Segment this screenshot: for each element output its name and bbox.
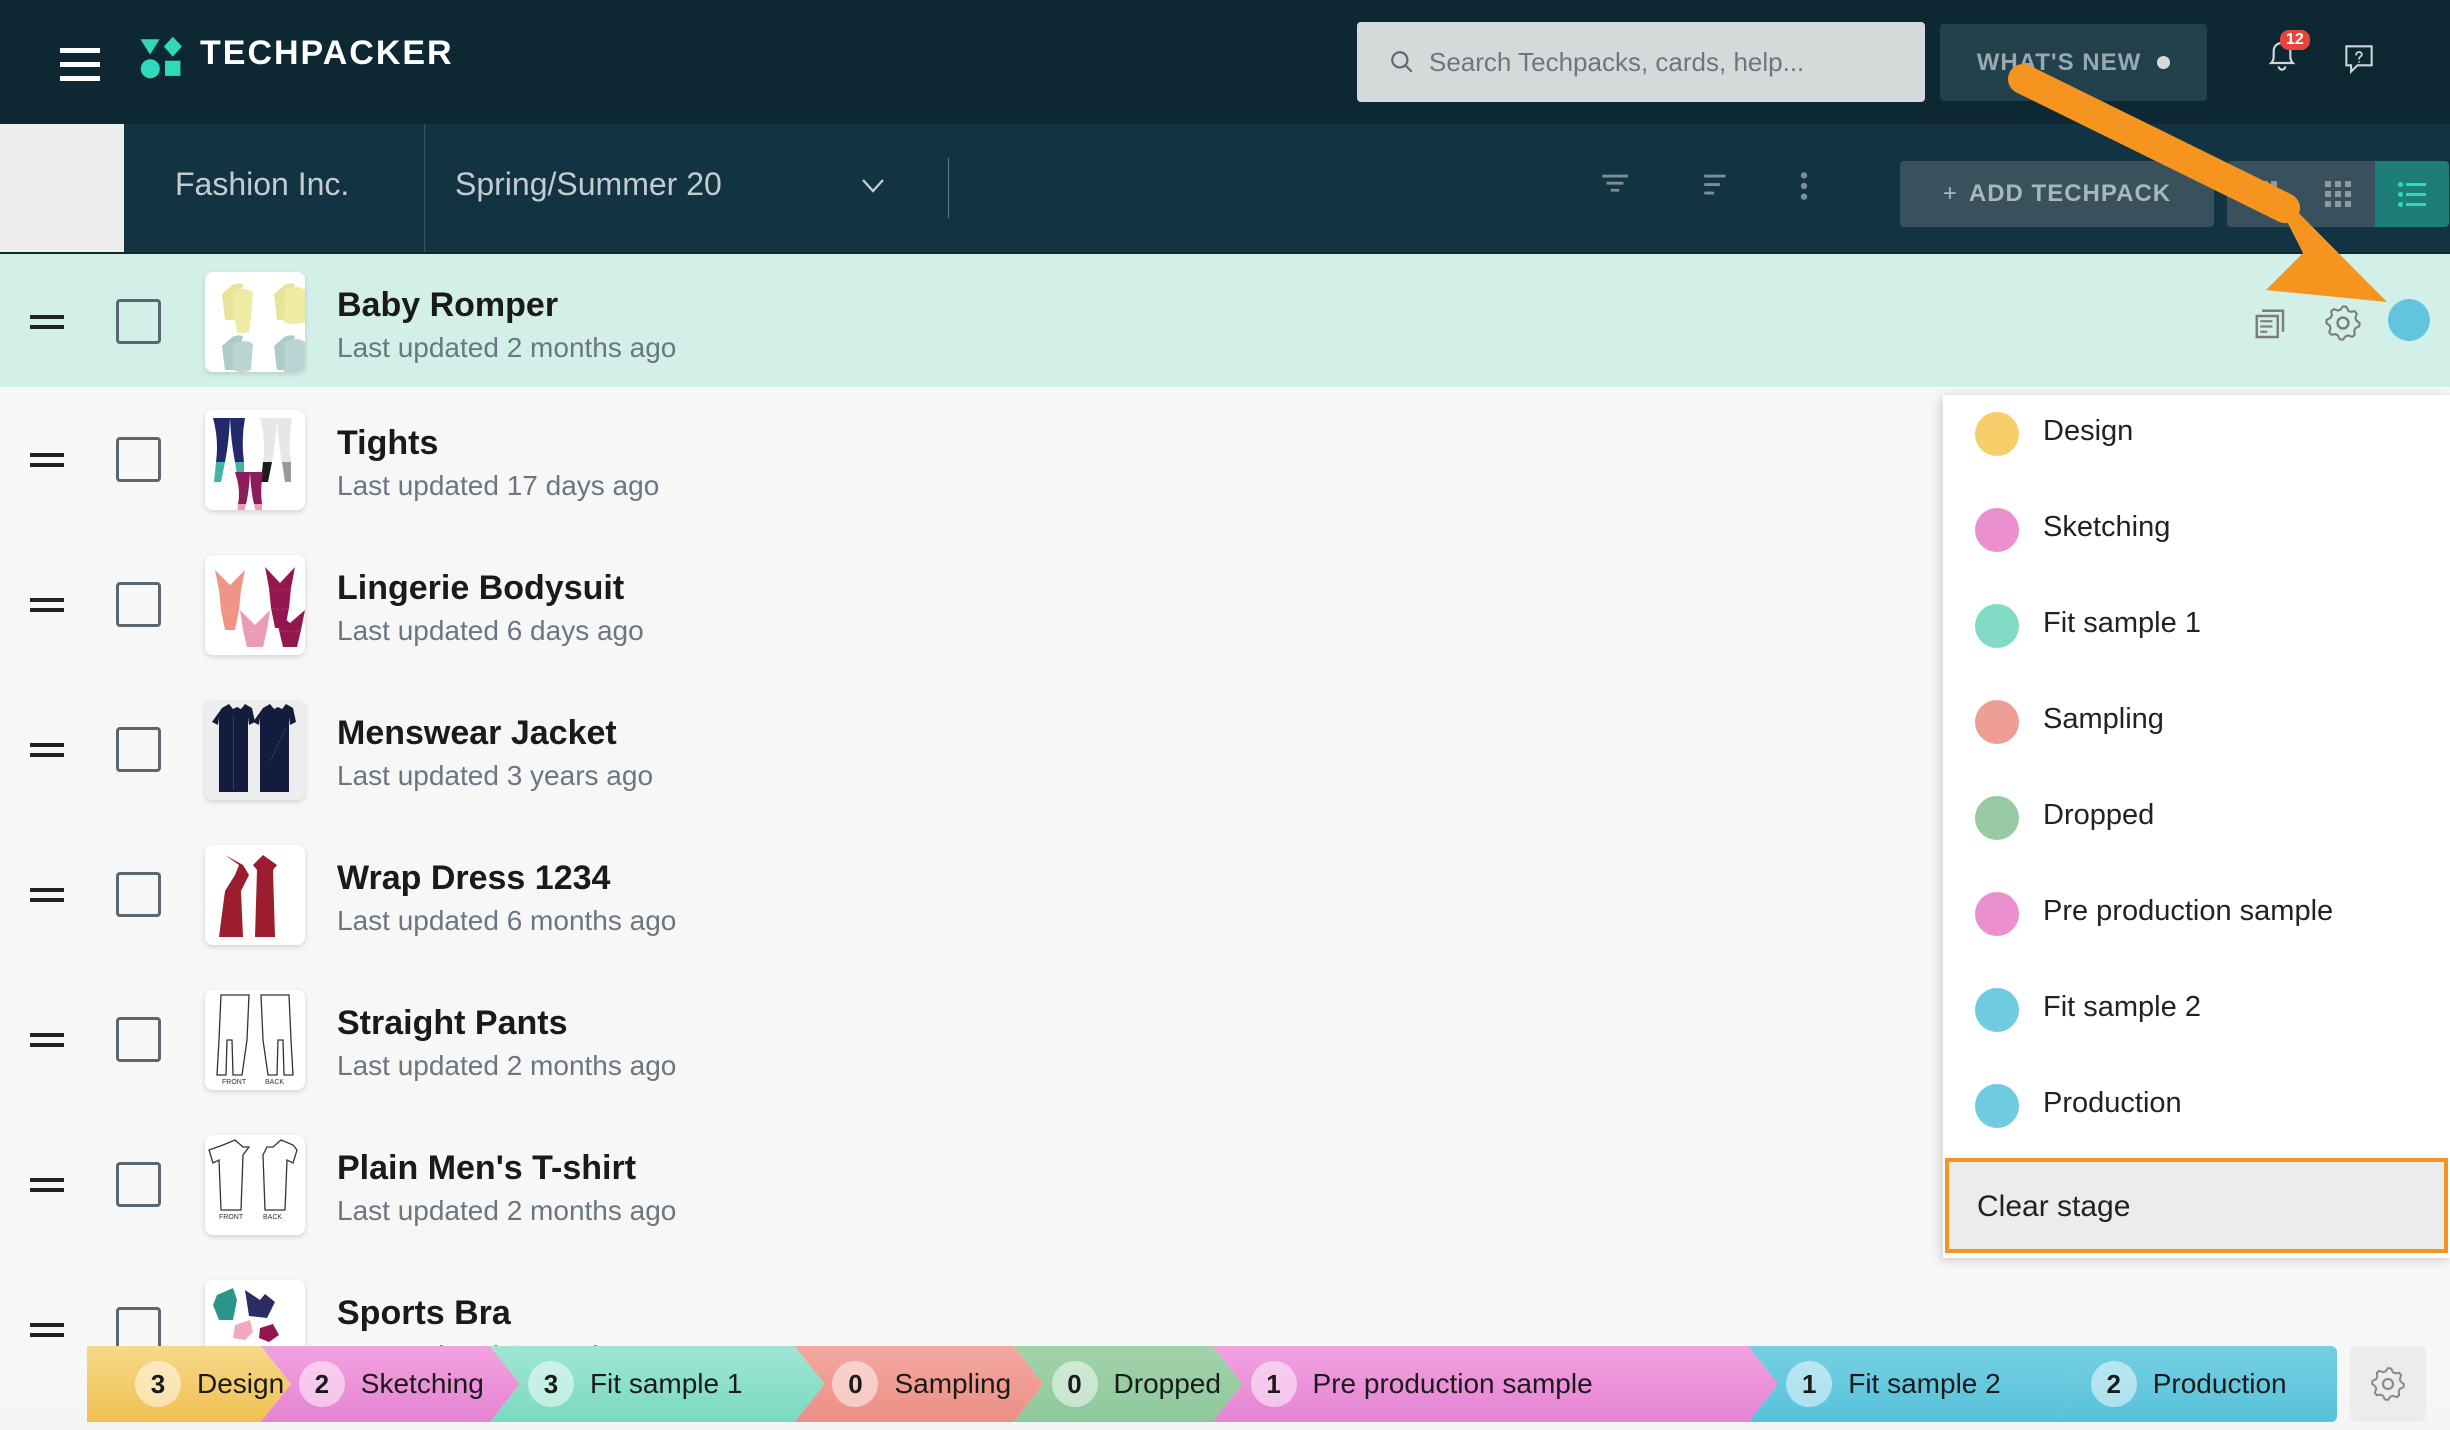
svg-text:BACK: BACK bbox=[263, 1214, 282, 1221]
svg-text:FRONT: FRONT bbox=[222, 1079, 247, 1086]
svg-text:FRONT: FRONT bbox=[219, 1214, 244, 1221]
svg-text:BACK: BACK bbox=[265, 1079, 284, 1086]
